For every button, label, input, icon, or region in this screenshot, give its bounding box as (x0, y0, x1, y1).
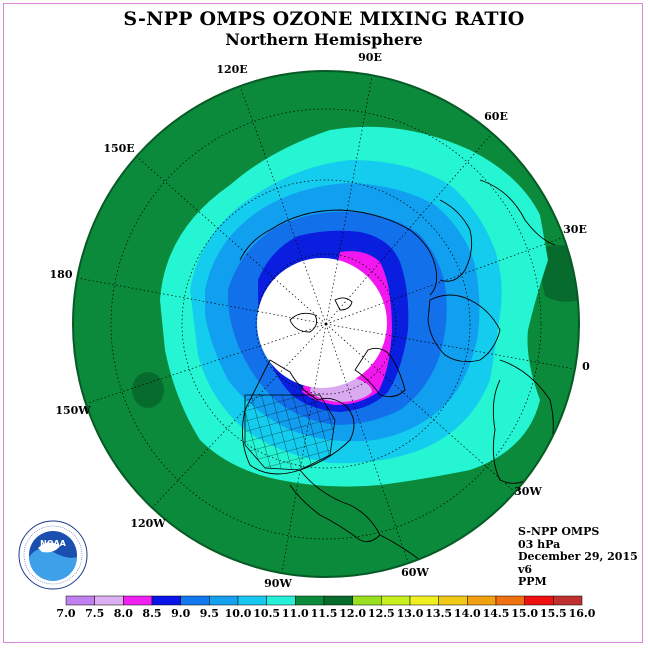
colorbar-swatch (180, 595, 210, 606)
colorbar-swatch (352, 595, 382, 606)
colorbar-swatch (237, 595, 267, 606)
lon-label-30e: 30E (563, 223, 587, 236)
colorbar-tick-label: 7.5 (85, 607, 104, 620)
colorbar-swatch (295, 595, 325, 606)
plot-frame (3, 3, 643, 643)
lon-label-90w: 90W (264, 577, 292, 590)
info-units: PPM (518, 575, 547, 588)
lon-label-120w: 120W (130, 517, 166, 530)
map-subtitle: Northern Hemisphere (225, 30, 423, 49)
colorbar-swatch (323, 595, 353, 606)
noaa-logo: NOAA (18, 520, 88, 590)
lon-label-150e: 150E (103, 142, 134, 155)
colorbar-swatch (151, 595, 181, 606)
colorbar-swatches (65, 595, 583, 606)
lon-label-180: 180 (50, 268, 73, 281)
colorbar-swatch (123, 595, 153, 606)
lon-label-0: 0 (582, 360, 590, 373)
colorbar-swatch (65, 595, 95, 606)
colorbar-swatch (209, 595, 239, 606)
colorbar-tick-label: 15.5 (540, 607, 567, 620)
info-block: S-NPP OMPS 03 hPa December 29, 2015 v6 P… (518, 525, 638, 589)
colorbar-swatch (467, 595, 497, 606)
colorbar-tick-label: 9.0 (171, 607, 190, 620)
gull-icon (38, 542, 60, 553)
colorbar-swatch (438, 595, 468, 606)
colorbar-tick-label: 14.5 (483, 607, 510, 620)
colorbar-tick-label: 10.0 (225, 607, 252, 620)
colorbar-tick-label: 15.0 (511, 607, 538, 620)
info-date: December 29, 2015 (518, 550, 638, 563)
colorbar-tick-label: 8.5 (142, 607, 161, 620)
info-level: 03 hPa (518, 537, 561, 551)
dark-green-patch-pacific (132, 372, 164, 408)
colorbar-tick-label: 14.0 (454, 607, 481, 620)
map-boundary (72, 70, 580, 578)
info-version: v6 (518, 562, 533, 576)
colorbar-swatch (381, 595, 411, 606)
colorbar-swatch (266, 595, 296, 606)
colorbar-tick-label: 13.5 (425, 607, 452, 620)
colorbar-tick-label: 8.0 (114, 607, 133, 620)
colorbar-tick-label: 9.5 (200, 607, 219, 620)
colorbar-tick-label: 13.0 (397, 607, 424, 620)
colorbar-swatch (409, 595, 439, 606)
colorbar-tick-label: 16.0 (569, 607, 596, 620)
colorbar-tick-label: 12.0 (339, 607, 366, 620)
longitude-labels: 90E 60E 30E 0 30W 60W 90W 120W 150W 180 … (50, 51, 591, 590)
colorbar-tick-label: 7.0 (56, 607, 75, 620)
lon-label-120e: 120E (216, 63, 247, 76)
meridians (73, 71, 579, 577)
colorbar-tick-label: 11.0 (282, 607, 309, 620)
lon-label-90e: 90E (358, 51, 382, 64)
info-instrument: S-NPP OMPS (518, 525, 600, 538)
us-state-grid (244, 394, 336, 471)
map-title: S-NPP OMPS OZONE MIXING RATIO (123, 8, 525, 30)
colorbar-tick-label: 11.5 (311, 607, 338, 620)
colorbar-swatch (524, 595, 554, 606)
latitude-circles (110, 108, 542, 540)
colorbar-tick-label: 12.5 (368, 607, 395, 620)
colorbar-labels: 7.0 7.5 8.0 8.5 9.0 9.5 10.0 10.5 11.0 11.5 12.0 12… (56, 607, 595, 620)
lon-label-30w: 30W (514, 485, 542, 498)
lon-label-60w: 60W (401, 566, 429, 579)
lon-label-60e: 60E (484, 110, 508, 123)
colorbar-tick-label: 10.5 (253, 607, 280, 620)
ozone-field (73, 71, 579, 577)
colorbar-swatch (553, 595, 583, 606)
lon-label-150w: 150W (55, 404, 91, 417)
colorbar-swatch (495, 595, 525, 606)
colorbar-swatch (94, 595, 124, 606)
logo-wordmark: NOAA (40, 539, 66, 548)
